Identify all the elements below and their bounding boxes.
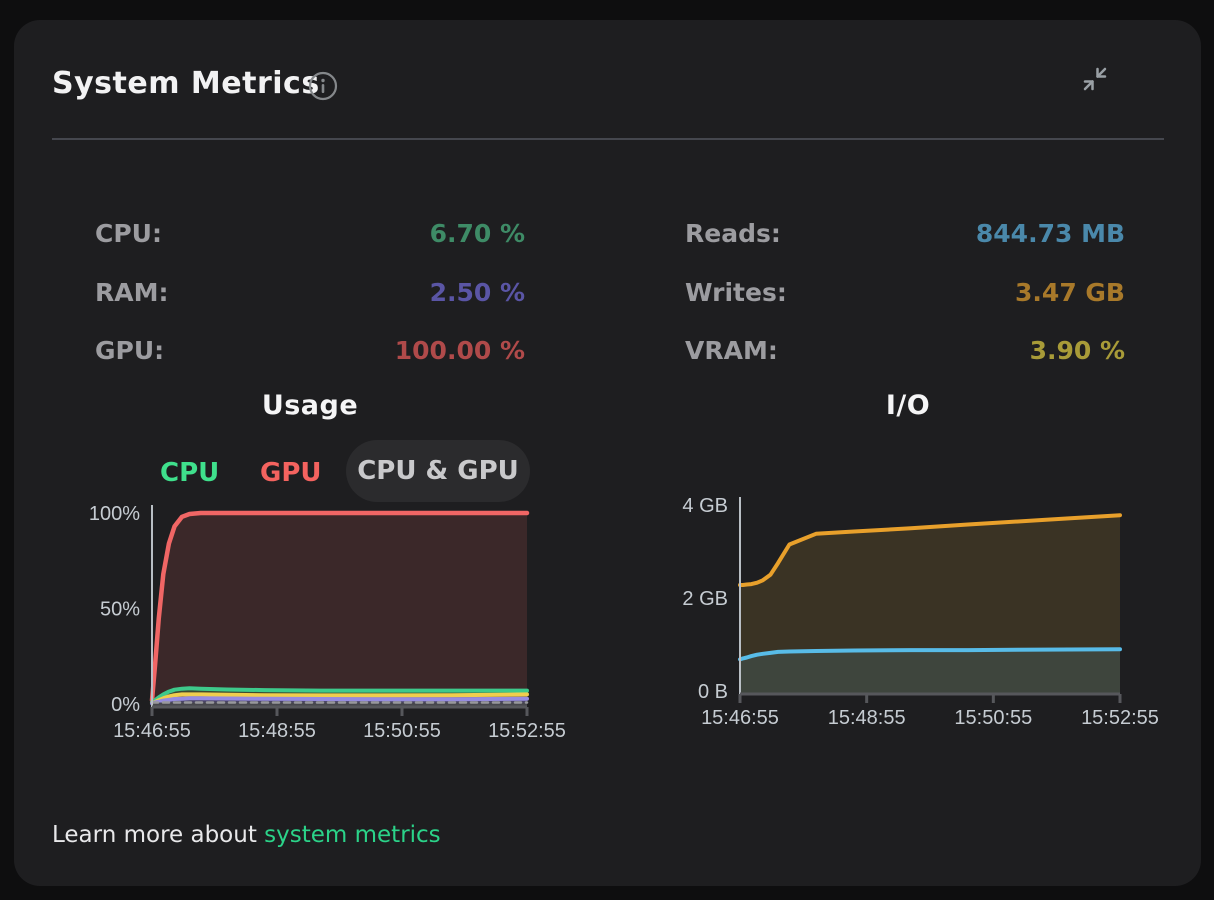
ram-value: 2.50 % xyxy=(429,278,525,307)
system-metrics-link[interactable]: system metrics xyxy=(264,822,441,848)
x-tick-label: 15:50:55 xyxy=(954,707,1032,729)
x-tick-label: 15:48:55 xyxy=(828,707,906,729)
system-metrics-panel: System Metrics CPU: 6.70 % RAM: 2.50 % G… xyxy=(14,20,1201,886)
vram-label: VRAM: xyxy=(685,336,778,365)
vram-value: 3.90 % xyxy=(1029,336,1125,365)
line-CPU xyxy=(150,686,529,705)
line-Writes xyxy=(738,513,1122,587)
stat-row-reads: Reads: 844.73 MB xyxy=(685,218,1125,250)
reads-label: Reads: xyxy=(685,219,781,248)
reads-value: 844.73 MB xyxy=(975,219,1125,248)
usage-chart: 15:46:55 15:48:55 15:50:55 15:52:55 0% 50% 100… xyxy=(89,503,566,742)
cpu-value: 6.70 % xyxy=(429,219,525,248)
stat-row-cpu: CPU: 6.70 % xyxy=(95,218,525,250)
footer-text: Learn more about xyxy=(52,822,257,848)
tab-gpu[interactable]: GPU xyxy=(260,458,322,488)
footer: Learn more about system metrics xyxy=(52,822,441,848)
stat-row-gpu: GPU: 100.00 % xyxy=(95,335,525,367)
ram-label: RAM: xyxy=(95,278,169,307)
io-chart-title: I/O xyxy=(885,390,931,421)
writes-value: 3.47 GB xyxy=(1015,278,1125,307)
info-icon[interactable] xyxy=(308,71,338,101)
io-chart: 15:46:55 15:48:55 15:50:55 15:52:55 0 B 2 GB 4… xyxy=(682,495,1159,729)
line-Reads xyxy=(738,647,1122,662)
writes-label: Writes: xyxy=(685,278,787,307)
x-tick-label: 15:46:55 xyxy=(701,707,779,729)
x-tick-label: 15:46:55 xyxy=(113,720,191,742)
usage-chart-title: Usage xyxy=(261,390,359,421)
collapse-arrows-icon[interactable] xyxy=(1078,62,1112,96)
y-tick-label: 100% xyxy=(89,503,140,525)
x-tick-label: 15:48:55 xyxy=(238,720,316,742)
y-tick-label: 50% xyxy=(100,599,140,621)
y-tick-label: 0% xyxy=(111,694,140,716)
page-title: System Metrics xyxy=(52,66,320,101)
cpu-label: CPU: xyxy=(95,219,162,248)
stat-row-ram: RAM: 2.50 % xyxy=(95,277,525,309)
gpu-label: GPU: xyxy=(95,336,165,365)
line-GPU xyxy=(149,510,530,703)
y-tick-label: 2 GB xyxy=(682,588,728,610)
tab-cpu-and-gpu-selected[interactable]: CPU & GPU xyxy=(346,440,530,502)
area-Reads xyxy=(740,649,1120,694)
stat-row-writes: Writes: 3.47 GB xyxy=(685,277,1125,309)
line-RAM xyxy=(150,696,529,706)
stat-row-vram: VRAM: 3.90 % xyxy=(685,335,1125,367)
x-tick-label: 15:52:55 xyxy=(1081,707,1159,729)
divider xyxy=(52,138,1164,140)
tab-cpu-and-gpu-label: CPU & GPU xyxy=(357,456,519,486)
y-tick-label: 0 B xyxy=(698,681,728,703)
tab-cpu[interactable]: CPU xyxy=(160,458,220,488)
y-tick-label: 4 GB xyxy=(682,495,728,517)
x-tick-label: 15:52:55 xyxy=(488,720,566,742)
gpu-value: 100.00 % xyxy=(394,336,525,365)
x-tick-label: 15:50:55 xyxy=(363,720,441,742)
area-GPU xyxy=(152,513,527,707)
